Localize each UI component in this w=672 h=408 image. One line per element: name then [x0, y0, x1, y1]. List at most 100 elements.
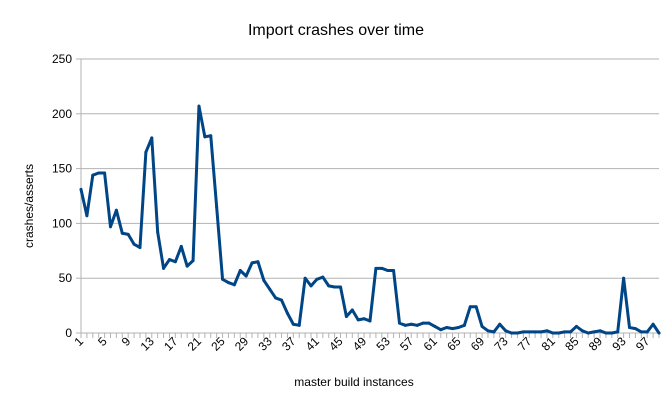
x-tick-label: 97	[633, 334, 653, 354]
x-tick-label: 21	[185, 334, 205, 354]
data-point	[315, 277, 319, 281]
data-point	[651, 322, 655, 326]
data-point	[173, 260, 177, 264]
data-point	[197, 104, 201, 108]
data-point	[238, 269, 242, 273]
x-tick-label: 61	[421, 334, 441, 354]
data-point	[527, 330, 531, 334]
data-point	[574, 324, 578, 328]
data-point	[303, 276, 307, 280]
data-point	[456, 326, 460, 330]
data-point	[268, 287, 272, 291]
y-tick-label: 0	[65, 326, 72, 340]
data-point	[244, 274, 248, 278]
data-point	[232, 283, 236, 287]
data-point	[433, 324, 437, 328]
x-tick-label: 29	[232, 334, 252, 354]
data-point	[321, 275, 325, 279]
x-tick-label: 89	[586, 334, 606, 354]
data-point	[256, 260, 260, 264]
data-point	[515, 331, 519, 335]
data-point	[350, 308, 354, 312]
data-point	[362, 317, 366, 321]
data-point	[563, 330, 567, 334]
data-point	[150, 136, 154, 140]
data-point	[622, 276, 626, 280]
data-point	[610, 331, 614, 335]
x-tick-label: 77	[515, 334, 535, 354]
x-tick-label: 17	[161, 334, 181, 354]
data-point	[274, 296, 278, 300]
data-point	[132, 242, 136, 246]
data-point	[592, 330, 596, 334]
y-tick-label: 150	[52, 162, 72, 176]
data-point	[468, 305, 472, 309]
data-point	[179, 244, 183, 248]
gridlines	[81, 58, 659, 279]
data-point	[445, 326, 449, 330]
data-point	[262, 278, 266, 282]
data-point	[280, 298, 284, 302]
x-tick-label: 41	[303, 334, 323, 354]
data-point	[504, 329, 508, 333]
data-point	[657, 331, 661, 335]
data-point	[221, 277, 225, 281]
x-tick-label: 13	[138, 334, 158, 354]
x-tick-label: 93	[609, 334, 629, 354]
data-point	[386, 269, 390, 273]
x-tick-label: 85	[562, 334, 582, 354]
data-point	[551, 331, 555, 335]
data-point	[327, 284, 331, 288]
data-point	[462, 323, 466, 327]
data-point	[209, 134, 213, 138]
data-point	[114, 208, 118, 212]
data-point	[356, 318, 360, 322]
x-tick-label: 5	[95, 334, 110, 349]
data-point	[421, 321, 425, 325]
data-point	[368, 319, 372, 323]
y-axis-ticks: 0 50 100 150 200 250	[52, 52, 81, 340]
data-point	[91, 173, 95, 177]
data-point	[557, 331, 561, 335]
y-tick-label: 50	[59, 271, 73, 285]
data-point	[203, 135, 207, 139]
data-point	[628, 326, 632, 330]
data-point	[97, 171, 101, 175]
data-point	[616, 330, 620, 334]
data-point	[486, 329, 490, 333]
data-point	[291, 322, 295, 326]
data-point	[645, 330, 649, 334]
data-point	[79, 187, 83, 191]
data-point	[580, 329, 584, 333]
data-point	[144, 150, 148, 154]
data-point	[521, 330, 525, 334]
data-point	[297, 323, 301, 327]
data-point	[138, 246, 142, 250]
x-tick-label: 1	[71, 334, 86, 349]
data-point	[598, 329, 602, 333]
data-point	[374, 266, 378, 270]
data-point	[120, 231, 124, 235]
data-point	[215, 205, 219, 209]
data-point	[126, 232, 130, 236]
x-tick-label: 9	[119, 334, 134, 349]
data-point	[539, 330, 543, 334]
data-point	[162, 266, 166, 270]
chart-title: Import crashes over time	[248, 22, 424, 39]
data-point	[409, 322, 413, 326]
x-tick-label: 65	[444, 334, 464, 354]
data-point	[403, 323, 407, 327]
data-point	[392, 269, 396, 273]
data-point	[586, 331, 590, 335]
data-point	[250, 261, 254, 265]
data-point	[339, 285, 343, 289]
x-tick-label: 49	[350, 334, 370, 354]
data-point	[639, 330, 643, 334]
data-point	[397, 321, 401, 325]
data-point	[427, 321, 431, 325]
x-axis-label: master build instances	[294, 375, 413, 389]
x-tick-label: 57	[397, 334, 417, 354]
data-point	[167, 258, 171, 262]
x-tick-label: 81	[539, 334, 559, 354]
data-point	[85, 214, 89, 218]
